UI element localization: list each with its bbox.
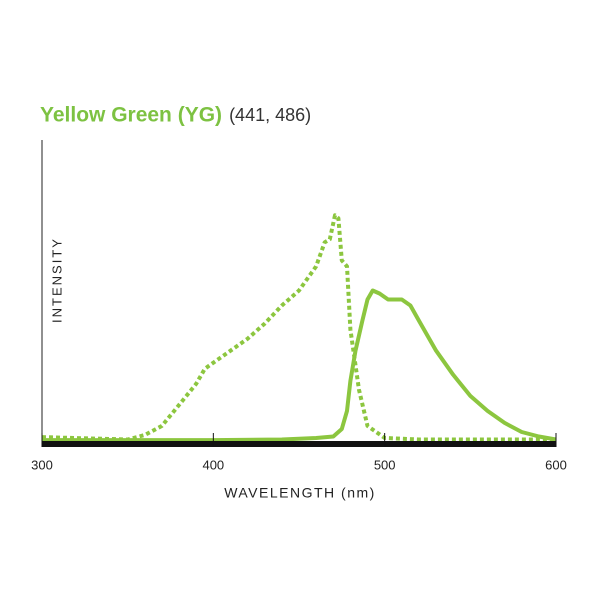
x-tick-label: 500 [374,457,396,472]
x-tick-label: 400 [202,457,224,472]
chart-subtitle: (441, 486) [229,105,311,125]
chart-title: Yellow Green (YG) [40,104,222,127]
series-line [41,213,556,442]
x-tick-label: 600 [545,457,567,472]
series-line [42,288,557,443]
x-axis-label: WAVELENGTH (nm) [224,485,376,501]
y-axis-label: INTENSITY [49,237,64,323]
x-tick-label: 300 [31,457,53,472]
x-axis-bar [42,441,556,447]
